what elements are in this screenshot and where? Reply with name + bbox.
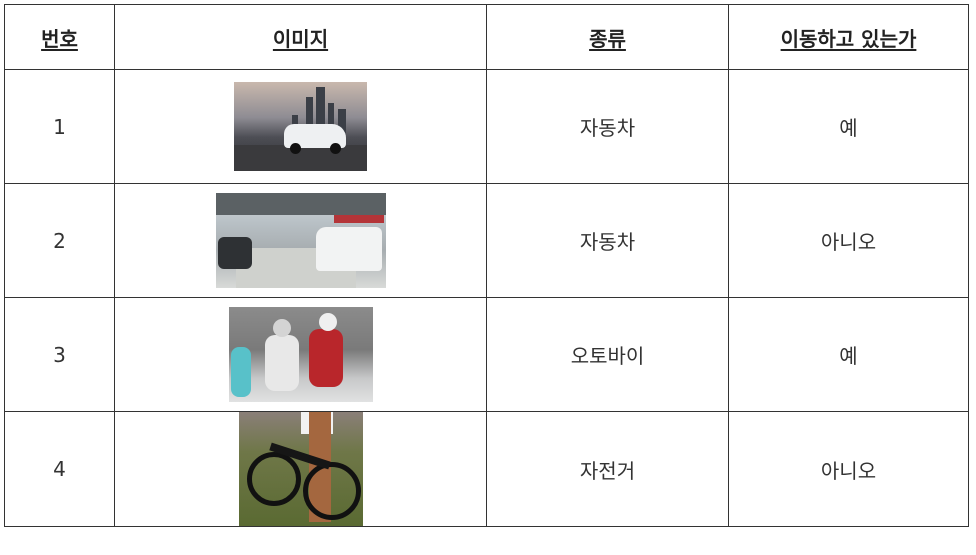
car-city-photo — [234, 82, 367, 171]
cell-number: 4 — [4, 411, 115, 527]
table-row: 3 오토바이 예 — [4, 297, 969, 412]
cell-number: 1 — [4, 69, 115, 184]
cell-image — [114, 183, 487, 298]
cell-number: 2 — [4, 183, 115, 298]
cell-type: 자동차 — [486, 183, 729, 298]
header-row: 번호 이미지 종류 이동하고 있는가 — [4, 4, 969, 70]
cell-image — [114, 411, 487, 527]
data-table-container: 번호 이미지 종류 이동하고 있는가 1 자동차 예 — [4, 4, 969, 527]
cell-moving: 아니오 — [728, 411, 969, 527]
cell-moving: 예 — [728, 297, 969, 412]
motorcycle-photo — [228, 307, 373, 402]
header-type: 종류 — [486, 4, 729, 70]
cell-image — [114, 297, 487, 412]
parked-cars-photo — [215, 193, 386, 288]
cell-number: 3 — [4, 297, 115, 412]
cell-moving: 아니오 — [728, 183, 969, 298]
cell-image — [114, 69, 487, 184]
bicycle-photo — [238, 412, 363, 526]
table-row: 4 자전거 아니오 — [4, 411, 969, 527]
header-image: 이미지 — [114, 4, 487, 70]
cell-type: 오토바이 — [486, 297, 729, 412]
cell-type: 자동차 — [486, 69, 729, 184]
vehicle-table: 번호 이미지 종류 이동하고 있는가 1 자동차 예 — [4, 4, 969, 527]
header-number: 번호 — [4, 4, 115, 70]
header-moving: 이동하고 있는가 — [728, 4, 969, 70]
table-row: 2 자동차 아니오 — [4, 183, 969, 298]
cell-moving: 예 — [728, 69, 969, 184]
cell-type: 자전거 — [486, 411, 729, 527]
table-row: 1 자동차 예 — [4, 69, 969, 184]
